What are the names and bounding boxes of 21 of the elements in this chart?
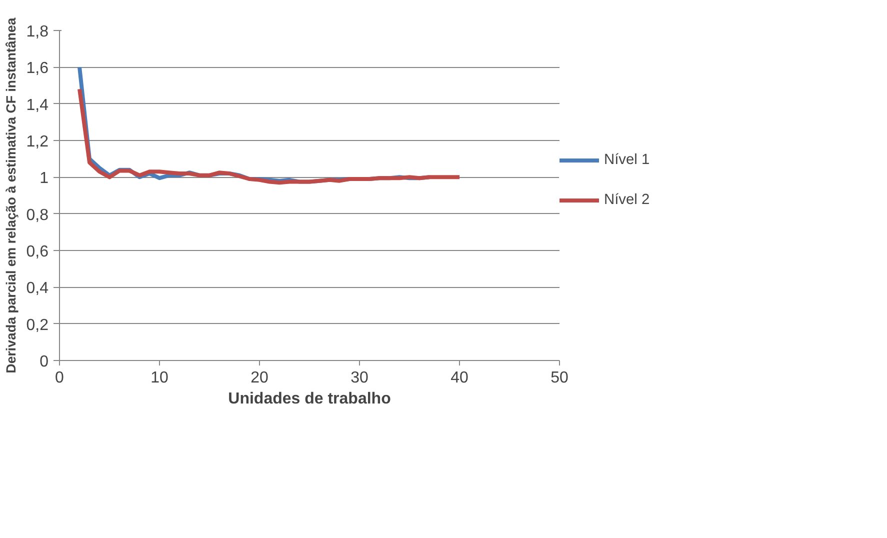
x-tick-label: 40	[450, 370, 468, 386]
x-tick-label: 0	[55, 370, 64, 386]
y-tick-label: 0,6	[26, 244, 49, 260]
x-tick-label: 20	[250, 370, 268, 386]
y-tick-label: 1,6	[26, 60, 49, 78]
x-tick-label: 10	[150, 370, 168, 386]
y-tick-label: 0	[40, 354, 49, 370]
legend-label: Nível 1	[604, 152, 650, 168]
y-tick-label: 0,8	[26, 206, 49, 224]
y-tick-label: 0,4	[26, 280, 49, 298]
y-tick-label: 1	[40, 170, 49, 188]
x-tick-label: 30	[350, 370, 368, 386]
line-series	[78, 87, 462, 185]
x-tick-label: 50	[550, 370, 568, 386]
x-axis-title: Unidades de trabalho	[228, 390, 392, 408]
y-tick-label: 1,2	[26, 134, 49, 150]
y-tick-label: 1,4	[26, 96, 49, 114]
legend-label: Nível 2	[604, 192, 650, 208]
y-tick-label: 0,2	[26, 316, 49, 334]
y-tick-label: 1,8	[26, 24, 49, 40]
y-axis-title: Derivada parcial em relação à estimativa CF instantânea	[3, 17, 18, 374]
